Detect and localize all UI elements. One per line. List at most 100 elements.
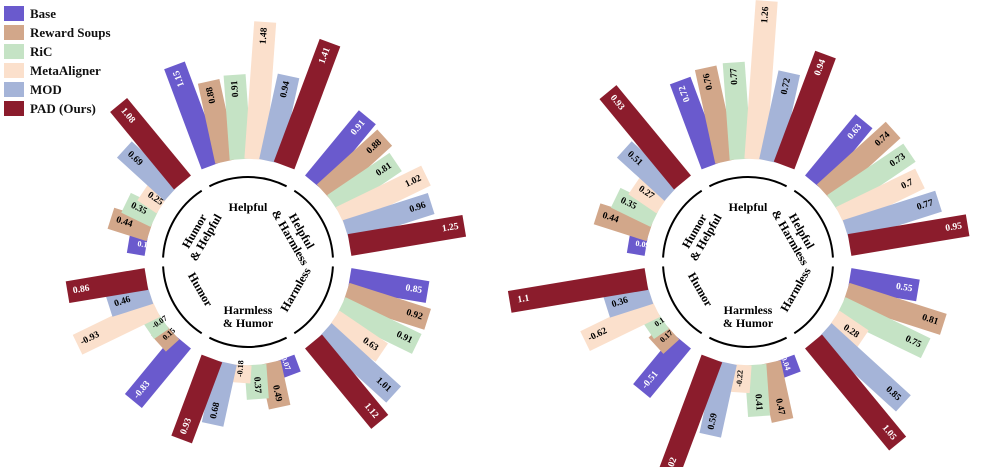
group-label-line: & Humor: [223, 316, 274, 330]
legend-item-mod: MOD: [4, 80, 111, 99]
bar: [105, 282, 154, 317]
bar: [72, 297, 161, 355]
bar: [580, 297, 661, 352]
bar-value-label: -0.18: [235, 360, 245, 377]
group-label-line: Harmless: [724, 303, 773, 317]
legend-swatch: [4, 63, 24, 78]
bar: [656, 354, 723, 467]
bar-value-label: 0.41: [753, 394, 764, 412]
bar-value-label: 0.1: [137, 239, 148, 250]
bar: [327, 310, 388, 362]
bar: [197, 79, 237, 164]
bar-value-label: 0.94: [279, 80, 292, 99]
bar-value-label: 1.26: [760, 6, 771, 24]
bar-value-label: 0.96: [408, 200, 427, 215]
bar: [259, 73, 300, 164]
group-label-line: Harmless: [277, 265, 314, 314]
bar: [347, 268, 430, 303]
bar-value-label: 0.36: [611, 295, 630, 310]
bar: [847, 214, 970, 256]
bar: [335, 297, 422, 354]
bar-value-label: 0.68: [209, 401, 222, 420]
bar: [827, 310, 869, 349]
bar-value-label: 0.77: [916, 198, 935, 213]
group-separator-arc: [208, 336, 288, 348]
bar: [335, 165, 431, 227]
bar: [273, 38, 341, 170]
bar: [722, 61, 752, 161]
bar-value-label: 0.81: [921, 313, 940, 328]
bar: [669, 76, 723, 170]
bar-value-label: 0.46: [113, 295, 132, 310]
bar: [699, 360, 737, 438]
bar: [305, 334, 389, 429]
bar: [744, 0, 778, 161]
group-label-line: Humor: [685, 270, 716, 310]
bar-value-label: 0.44: [115, 215, 134, 230]
bar-value-label: 0.7: [900, 177, 915, 191]
legend-item-base: Base: [4, 4, 111, 23]
group-separator-arc: [793, 266, 834, 335]
bar: [599, 85, 691, 190]
bar: [342, 282, 431, 330]
bar-value-label: 0.09: [635, 239, 650, 250]
group-label: Humor& Helpful: [175, 205, 225, 264]
bar: [835, 297, 931, 359]
bar-value-label: 0.88: [205, 86, 218, 105]
bar: [603, 282, 654, 318]
bar: [805, 114, 873, 190]
bar-value-label: 1.02: [664, 456, 679, 467]
legend-label: Base: [30, 5, 56, 21]
bar: [121, 192, 161, 227]
group-label: Helpful: [729, 200, 768, 214]
legend-item-metaaligner: MetaAligner: [4, 61, 111, 80]
legend: Base Reward Soups RiC MetaAligner MOD PA…: [4, 4, 111, 118]
bar: [633, 334, 691, 399]
group-label: Harmless: [777, 265, 814, 314]
bar-value-label: 0.92: [405, 308, 424, 323]
bar: [110, 98, 191, 190]
group-separator-arc: [162, 266, 203, 335]
group-label-line: Helpful: [229, 200, 268, 214]
bar-value-label: -0.22: [735, 370, 745, 387]
group-label: Humor& Helpful: [675, 205, 725, 264]
bar-value-label: 0.85: [405, 283, 423, 296]
bar-value-label: 1.48: [259, 27, 270, 45]
bar-value-label: 1.25: [441, 222, 459, 235]
group-separator-arc: [662, 189, 703, 258]
bar: [65, 268, 149, 304]
group-separator-arc: [162, 189, 203, 258]
bar-value-label: 0.55: [895, 282, 913, 295]
legend-swatch: [4, 44, 24, 59]
bar: [816, 121, 901, 201]
group-label: Humor: [685, 270, 716, 310]
bar: [593, 203, 654, 242]
group-separator-arc: [708, 176, 788, 188]
bar: [342, 193, 435, 242]
legend-item-pad: PAD (Ours): [4, 99, 111, 118]
group-label-line: Harmless: [777, 265, 814, 314]
group-label: Harmless & Humor: [723, 303, 774, 330]
group-label-line: Harmless: [224, 303, 273, 317]
legend-label: Reward Soups: [30, 24, 111, 40]
group-label: Helpful: [229, 200, 268, 214]
bar: [171, 354, 223, 444]
bar: [107, 207, 154, 242]
bar: [773, 50, 836, 170]
bar: [835, 168, 925, 227]
legend-swatch: [4, 25, 24, 40]
bar-value-label: 0.44: [601, 211, 620, 226]
legend-item-reward-soups: Reward Soups: [4, 23, 111, 42]
legend-swatch: [4, 6, 24, 21]
bar: [327, 152, 402, 214]
group-separator-arc: [208, 176, 288, 188]
bar: [116, 141, 180, 201]
group-separator-arc: [708, 336, 788, 348]
group-label: Harmless & Humor: [223, 303, 274, 330]
bar: [628, 176, 669, 214]
bar: [223, 74, 252, 161]
group-separator-arc: [793, 189, 834, 258]
bar: [759, 70, 801, 164]
